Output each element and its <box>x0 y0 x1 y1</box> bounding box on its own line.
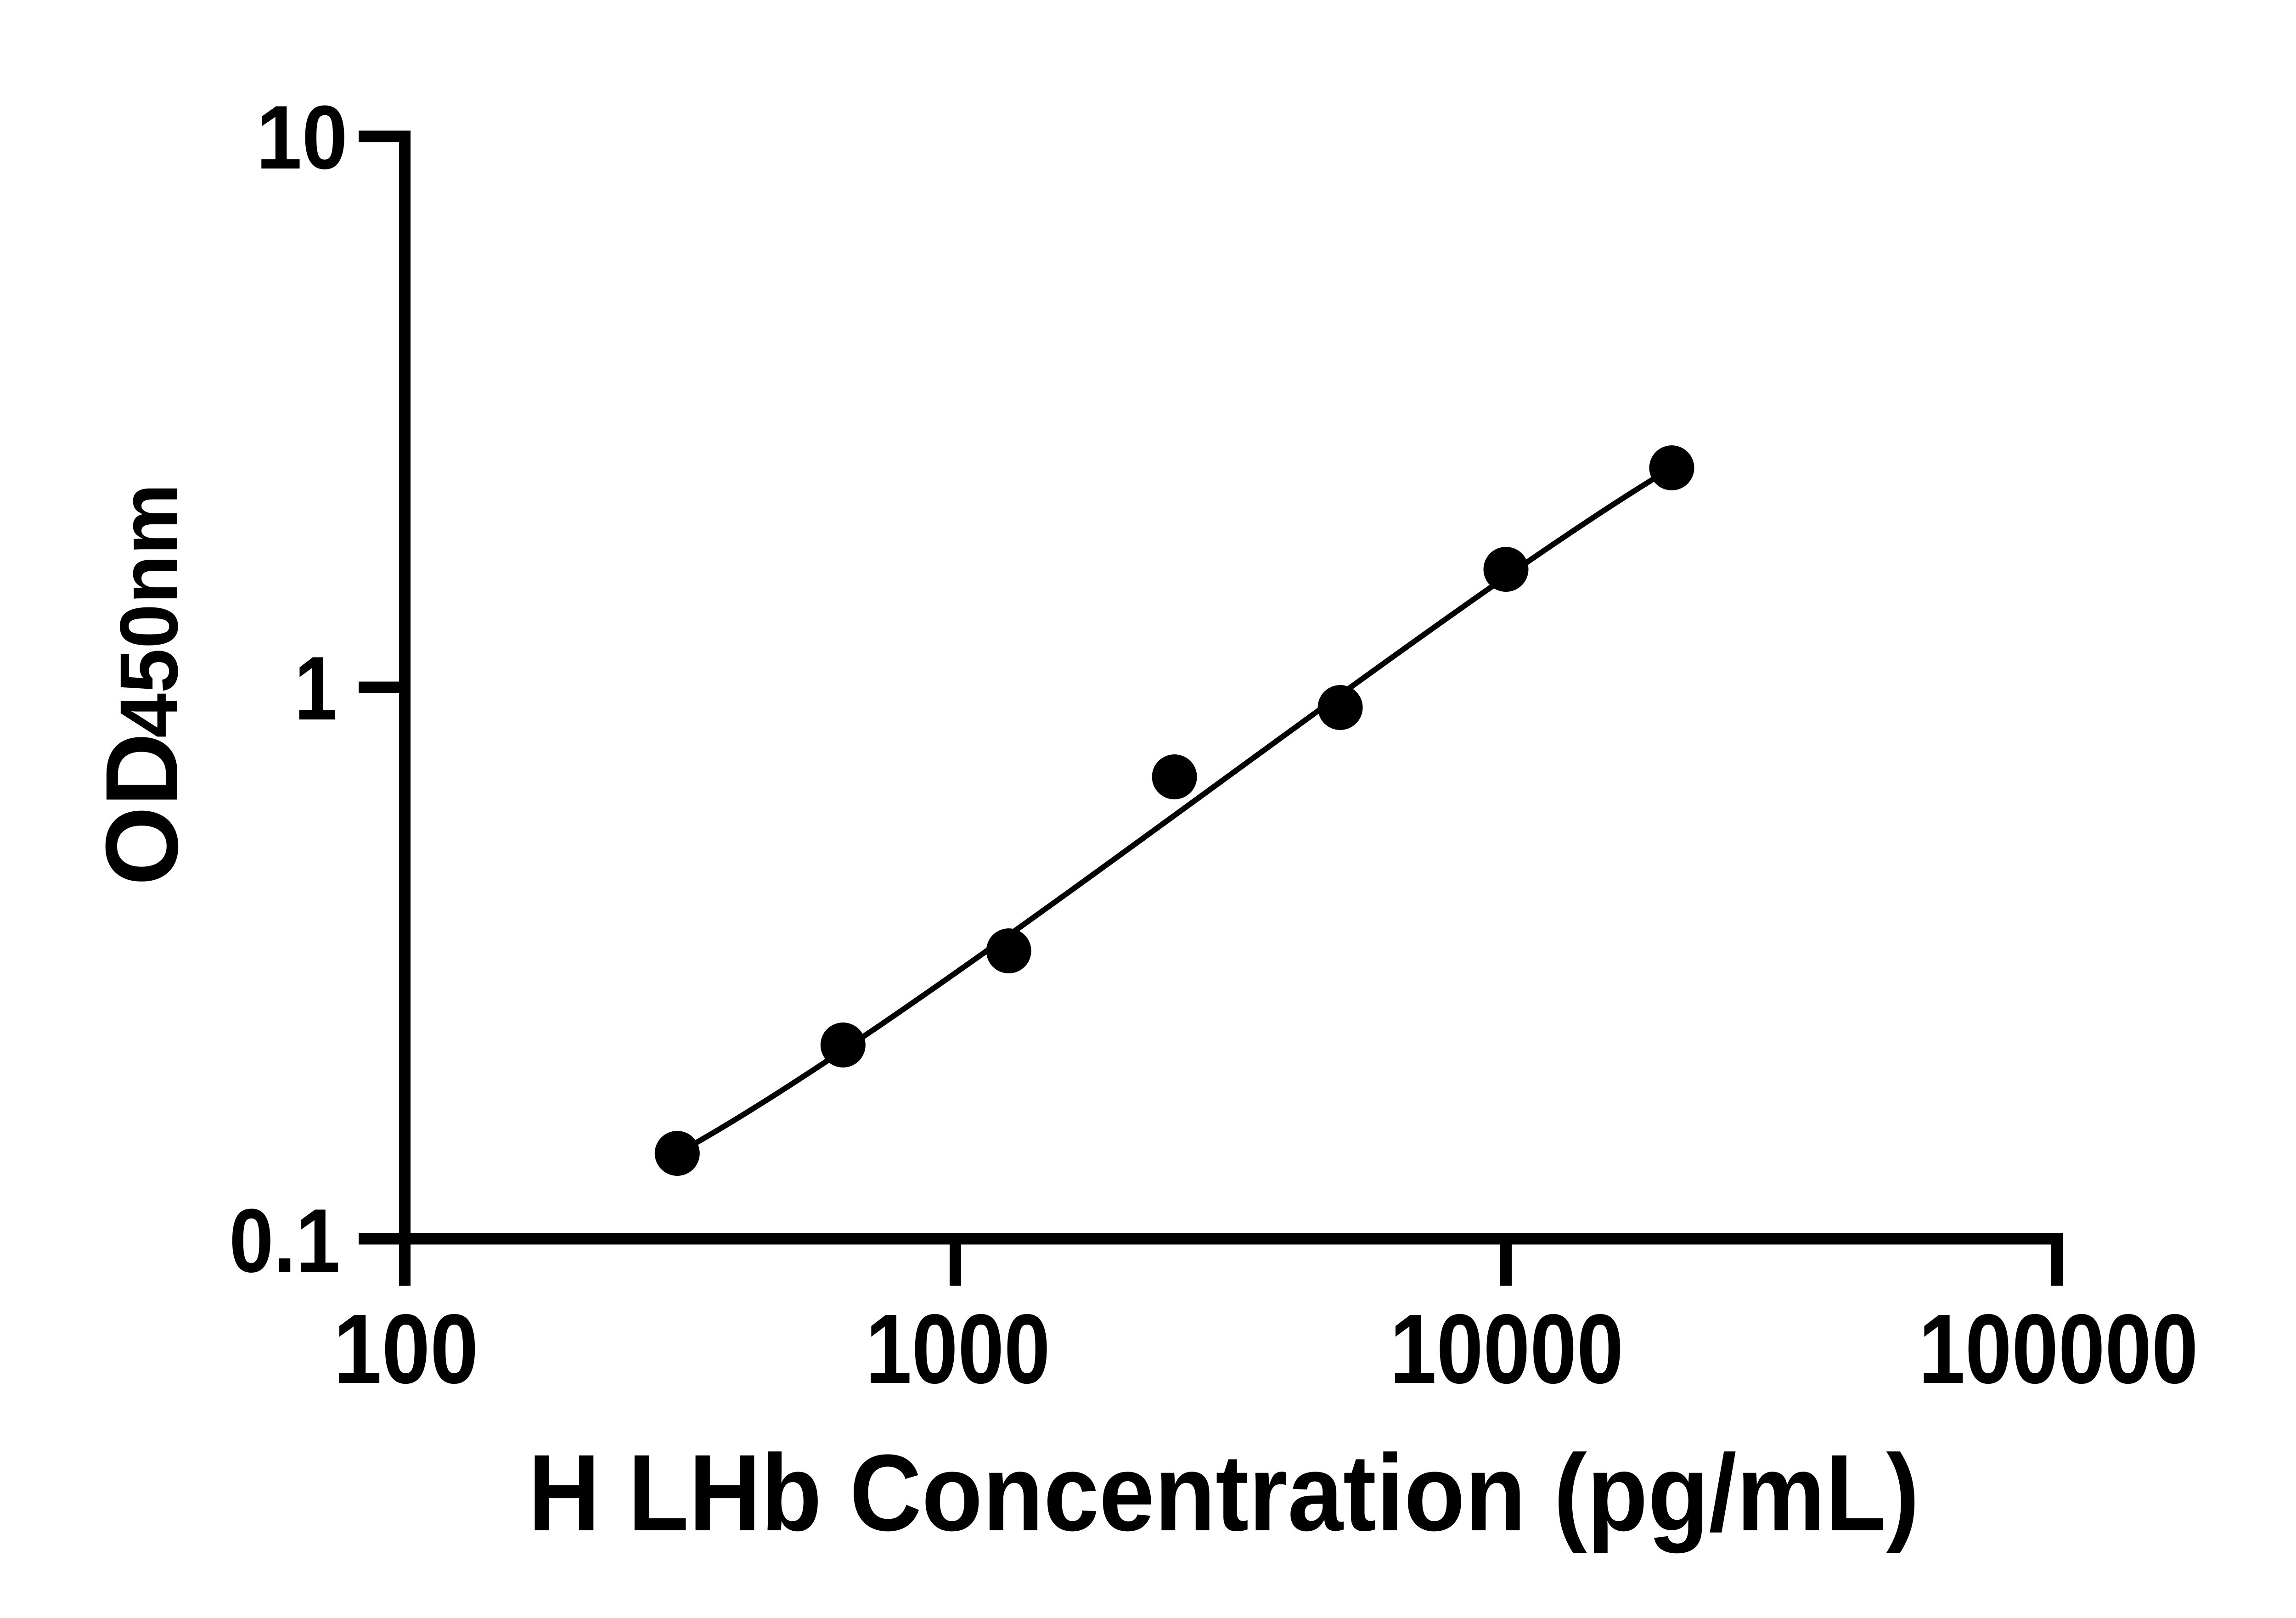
svg-text:1000: 1000 <box>866 1293 1050 1404</box>
svg-text:H LHb Concentration (pg/mL): H LHb Concentration (pg/mL) <box>528 1432 1919 1554</box>
svg-text:OD: OD <box>84 733 199 886</box>
svg-text:10: 10 <box>256 87 348 188</box>
svg-text:450nm: 450nm <box>103 483 195 738</box>
svg-text:0.1: 0.1 <box>229 1190 340 1291</box>
svg-text:1: 1 <box>294 638 337 739</box>
svg-text:100: 100 <box>333 1293 478 1404</box>
svg-text:10000: 10000 <box>1390 1293 1624 1404</box>
svg-text:100000: 100000 <box>1919 1293 2198 1404</box>
